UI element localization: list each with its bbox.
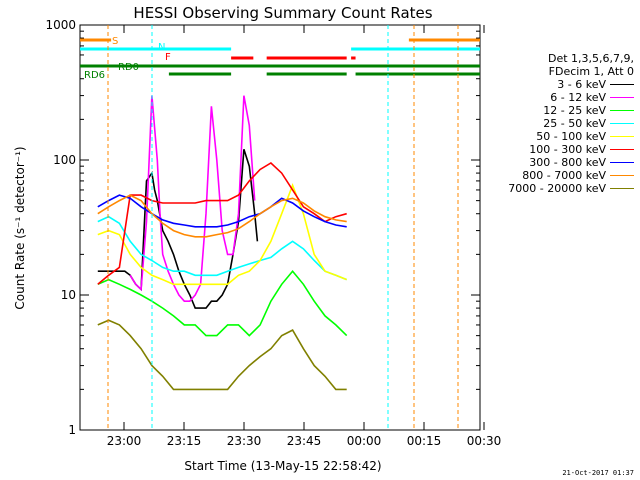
legend-item: 7000 - 20000 keV [478, 182, 634, 195]
x-tick-label: 23:45 [287, 434, 322, 448]
timestamp: 21-Oct-2017 01:37 [562, 469, 634, 477]
series-line-300-800keV [97, 194, 347, 228]
y-tick-label: 10 [61, 288, 76, 302]
legend-item: 3 - 6 keV [478, 78, 634, 91]
series-line-50-100keV [97, 183, 347, 286]
legend-swatch [610, 97, 634, 98]
legend-swatch [610, 84, 634, 85]
legend-item-label: 12 - 25 keV [543, 104, 606, 117]
legend-swatch [610, 149, 634, 150]
x-tick-label: 23:30 [227, 434, 262, 448]
legend-item: 6 - 12 keV [478, 91, 634, 104]
legend-item-label: 300 - 800 keV [529, 156, 606, 169]
legend-swatch [610, 123, 634, 124]
legend-swatch [610, 162, 634, 163]
legend-item: 50 - 100 keV [478, 130, 634, 143]
series-line-7000-20000keV [97, 319, 347, 391]
flag-label-flare: F [165, 52, 171, 63]
legend-item-label: 100 - 300 keV [529, 143, 606, 156]
legend-item-label: 7000 - 20000 keV [508, 182, 606, 195]
flag-label-rd6: RD6 [84, 70, 105, 81]
x-tick-label: 23:00 [107, 434, 142, 448]
legend-swatch [610, 175, 634, 176]
legend-item-label: 3 - 6 keV [557, 78, 606, 91]
x-tick-label: 00:30 [467, 434, 502, 448]
flag-label-night: N [158, 42, 165, 53]
legend-item: 800 - 7000 keV [478, 169, 634, 182]
legend-item: 100 - 300 keV [478, 143, 634, 156]
x-tick-label: 00:00 [347, 434, 382, 448]
legend: Det 1,3,5,6,7,9, FDecim 1, Att 0 3 - 6 k… [478, 52, 634, 195]
series-line-800-7000keV [97, 194, 347, 238]
flag-label-saa: S [112, 36, 118, 47]
plot-frame [79, 24, 481, 431]
legend-swatch [610, 188, 634, 189]
legend-item-label: 50 - 100 keV [536, 130, 606, 143]
y-axis-label: Count Rate (s⁻¹ detector⁻¹) [13, 146, 27, 309]
legend-header-line-2: FDecim 1, Att 0 [548, 65, 634, 78]
legend-item: 12 - 25 keV [478, 104, 634, 117]
flag-label-rdo: RD0 [118, 62, 139, 73]
legend-item-label: 25 - 50 keV [543, 117, 606, 130]
plot-area: 23:00 23:15 23:30 23:45 00:00 00:15 00:30 1 10 10… [45, 18, 501, 448]
legend-item: 300 - 800 keV [478, 156, 634, 169]
y-tick-label: 1 [68, 423, 76, 437]
legend-swatch [610, 136, 634, 137]
series-line-100-300keV [97, 162, 347, 285]
series-line-25-50keV [97, 215, 347, 281]
legend-item: 25 - 50 keV [478, 117, 634, 130]
series-line-12-25keV [97, 269, 348, 337]
legend-item-label: 800 - 7000 keV [522, 169, 606, 182]
legend-item-label: 6 - 12 keV [550, 91, 606, 104]
y-tick-label: 100 [53, 153, 76, 167]
x-tick-label: 00:15 [407, 434, 442, 448]
y-tick-label: 1000 [45, 18, 76, 32]
chart-title: HESSI Observing Summary Count Rates [133, 4, 432, 22]
x-tick-label: 23:15 [167, 434, 202, 448]
legend-swatch [610, 110, 634, 111]
legend-header-line-1: Det 1,3,5,6,7,9, [547, 52, 634, 65]
x-axis-label: Start Time (13-May-15 22:58:42) [184, 459, 381, 473]
